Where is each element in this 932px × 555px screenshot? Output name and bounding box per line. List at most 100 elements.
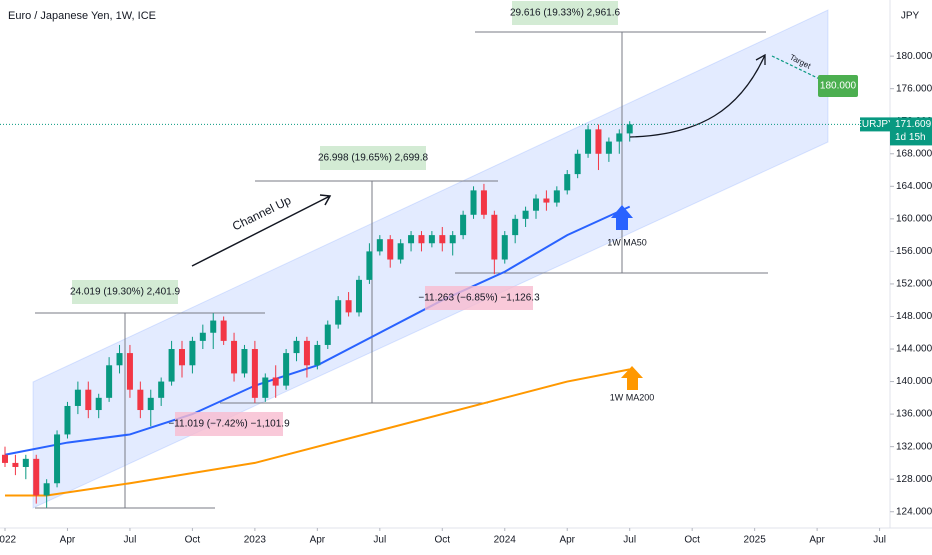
candle-body: [585, 129, 592, 154]
candle-body: [574, 153, 581, 175]
candle-body: [553, 190, 560, 203]
candle-body: [95, 397, 102, 411]
candle-body: [1, 454, 8, 463]
candle-body: [387, 239, 394, 260]
measure-text: −11.263 (−6.85%) −1,126.3: [418, 293, 540, 304]
y-tick-label: 136.000: [896, 409, 932, 420]
candle-body: [168, 349, 175, 382]
measure-text: 26.998 (19.65%) 2,699.8: [318, 153, 429, 164]
candle-body: [335, 300, 342, 325]
candle-body: [85, 389, 92, 411]
candle-body: [106, 365, 113, 398]
candle-body: [303, 340, 310, 366]
x-tick-label: 2022: [0, 535, 17, 546]
measure-text: 24.019 (19.30%) 2,401.9: [70, 287, 181, 298]
measure-box: [320, 146, 426, 170]
candle-body: [199, 332, 206, 341]
y-tick-label: 152.000: [896, 279, 932, 290]
y-tick-label: 140.000: [896, 376, 932, 387]
candle-body: [491, 214, 498, 260]
x-tick-label: Jul: [873, 535, 886, 546]
x-tick-label: Jul: [373, 535, 386, 546]
channel: [32, 9, 829, 509]
candle-body: [22, 458, 29, 467]
candle-body: [355, 279, 362, 313]
plot: [1, 121, 633, 508]
candle-body: [137, 389, 144, 411]
candle-body: [397, 243, 404, 260]
symbol-box: [860, 117, 890, 132]
y-tick-label: 180.000: [896, 51, 932, 62]
ma200-label: 1W MA200: [610, 392, 655, 402]
y-tick-label: 128.000: [896, 474, 932, 485]
candle-body: [480, 190, 487, 215]
symbol-label: EURJPY: [855, 119, 895, 130]
ma50-label: 1W MA50: [607, 237, 647, 247]
y-tick-label: 132.000: [896, 441, 932, 452]
y-tick-label: 176.000: [896, 83, 932, 94]
candle-body: [189, 340, 196, 366]
candle-body: [262, 377, 269, 398]
candle-body: [324, 324, 331, 345]
y-tick-label: 156.000: [896, 246, 932, 257]
target-box: [818, 75, 858, 97]
candle-body: [241, 349, 248, 374]
candle-body: [470, 190, 477, 215]
candle-body: [616, 133, 623, 142]
candle-body: [449, 235, 456, 244]
ma-line: [4, 368, 630, 497]
measure-box: [72, 280, 178, 304]
target-label: 180.000: [820, 81, 857, 92]
measure-text: 29.616 (19.33%) 2,961.6: [510, 8, 621, 19]
channel-label: Channel Up: [230, 193, 293, 234]
candle-body: [64, 405, 71, 435]
candle-body: [283, 353, 290, 386]
candle-body: [126, 353, 133, 390]
candle-body: [418, 235, 425, 244]
candle-body: [33, 458, 40, 496]
candle-body: [543, 198, 550, 203]
y-tick-label: 160.000: [896, 213, 932, 224]
x-tick-label: Apr: [559, 535, 575, 546]
candle-body: [532, 198, 539, 211]
x-tick-label: Jul: [124, 535, 137, 546]
x-tick-label: Oct: [435, 535, 451, 546]
currency: JPY: [901, 11, 920, 22]
candle-body: [564, 174, 571, 191]
candle-body: [366, 251, 373, 280]
candle-body: [428, 235, 435, 244]
projection-arrow: [755, 53, 766, 65]
y-tick-label: 168.000: [896, 148, 932, 159]
candle-body: [439, 235, 446, 244]
x-tick-label: Apr: [809, 535, 825, 546]
x-tick-label: 2024: [494, 535, 517, 546]
y-tick-label: 144.000: [896, 344, 932, 355]
measure-box: [175, 412, 283, 436]
candle-body: [595, 129, 602, 154]
candle-body: [74, 389, 81, 406]
candle-body: [314, 344, 321, 366]
x-tick-label: Apr: [310, 535, 326, 546]
candle-body: [178, 349, 185, 366]
candle-body: [158, 381, 165, 398]
x-tick-label: Oct: [684, 535, 700, 546]
countdown-label: 1d 15h: [895, 132, 926, 143]
y-tick-label: 124.000: [896, 506, 932, 517]
candle-body: [43, 483, 50, 496]
ma200-arrow: [621, 366, 643, 390]
candle-body: [345, 300, 352, 313]
candle-body: [12, 462, 19, 467]
y-tick-label: 164.000: [896, 181, 932, 192]
candle-body: [408, 235, 415, 244]
candle-body: [147, 397, 154, 411]
price-box: [890, 117, 932, 146]
measures: [35, 31, 768, 509]
measure-box: [512, 1, 618, 25]
price-label: 171.609: [895, 119, 932, 130]
candle-body: [231, 340, 238, 374]
candle-body: [54, 434, 61, 484]
candle-body: [210, 320, 217, 333]
candle-body: [251, 349, 258, 398]
